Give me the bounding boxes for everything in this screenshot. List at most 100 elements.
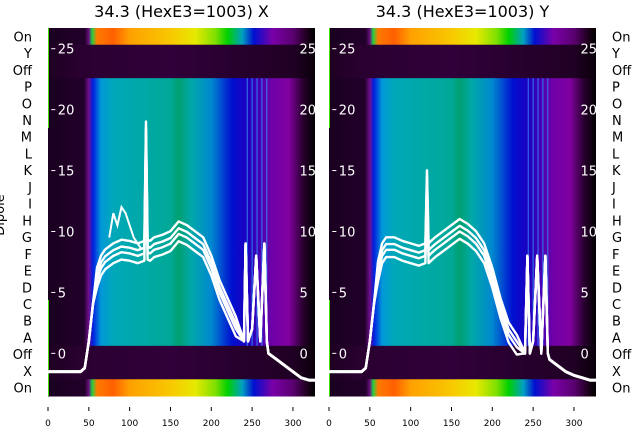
heatmap-row <box>329 245 596 263</box>
row-label: D <box>22 281 32 296</box>
heatmap-row <box>329 61 596 79</box>
heatmap-row <box>48 78 315 96</box>
overlay-y-tick-label: 20 <box>339 104 356 119</box>
row-label: O <box>22 97 32 112</box>
overlay-y-tick-label: 25 <box>339 43 356 58</box>
heatmap-row <box>48 178 315 196</box>
row-label: C <box>612 298 621 313</box>
heatmap-row <box>48 379 315 397</box>
row-label: Y <box>23 47 32 62</box>
heatmap-row <box>329 295 596 313</box>
overlay-y-tick-label: 0 <box>580 347 588 362</box>
heatmap-row <box>329 262 596 280</box>
heatmap-row <box>329 78 596 96</box>
row-label: E <box>612 265 620 280</box>
row-label: O <box>612 97 622 112</box>
row-label: On <box>14 30 32 45</box>
row-label: H <box>612 214 622 229</box>
row-label: H <box>22 214 32 229</box>
row-label: G <box>22 231 32 246</box>
heatmap-row <box>329 111 596 129</box>
heatmap-row <box>48 161 315 180</box>
heatmap-row <box>329 161 596 180</box>
heatmap-row <box>48 94 315 113</box>
heatmap-row <box>48 312 315 330</box>
overlay-y-tick-label: 20 <box>58 104 75 119</box>
heatmap-row <box>48 212 315 230</box>
row-label: P <box>612 81 620 96</box>
overlay-y-tick-label: 25 <box>299 43 316 58</box>
heatmap-row <box>48 145 315 163</box>
x-tick-label: 100 <box>402 419 419 429</box>
row-label: N <box>22 114 32 129</box>
heatmap-row <box>329 228 596 246</box>
heatmap-row <box>329 145 596 163</box>
x-tick-label: 300 <box>565 419 582 429</box>
overlay-y-tick-label: 15 <box>580 165 597 180</box>
overlay-y-tick-label: 0 <box>339 347 347 362</box>
heatmap-row <box>329 362 596 380</box>
row-label: D <box>612 281 622 296</box>
row-label: E <box>24 265 32 280</box>
x-tick-label: 250 <box>525 419 542 429</box>
overlay-y-tick-label: 25 <box>58 43 75 58</box>
row-label: A <box>23 331 32 346</box>
heatmap-row <box>48 195 315 213</box>
x-tick-label: 200 <box>484 419 501 429</box>
overlay-y-tick-label: 15 <box>339 165 356 180</box>
heatmap-row <box>329 28 596 46</box>
x-tick-label: 200 <box>203 419 220 429</box>
row-label: P <box>24 81 32 96</box>
overlay-y-tick-label: 5 <box>339 286 347 301</box>
row-label: X <box>23 365 32 380</box>
overlay-y-tick-label: 15 <box>58 165 75 180</box>
y-axis-label: Dipole <box>0 194 8 235</box>
row-label: J <box>611 181 616 196</box>
heatmap-row <box>329 44 596 62</box>
overlay-y-tick-label: 5 <box>580 286 588 301</box>
heatmap-row <box>48 262 315 280</box>
heatmap-row <box>48 345 315 364</box>
row-label: L <box>612 147 620 162</box>
row-label: Off <box>612 348 632 363</box>
row-label: F <box>612 248 619 263</box>
overlay-y-tick-label: 15 <box>299 165 316 180</box>
heatmap-row <box>48 111 315 129</box>
x-tick-label: 250 <box>244 419 261 429</box>
heatmap-row <box>329 278 596 297</box>
heatmap-row <box>329 94 596 113</box>
row-label: F <box>25 248 32 263</box>
overlay-line <box>329 169 596 382</box>
row-label: On <box>612 382 630 397</box>
heatmap-row <box>329 128 596 146</box>
row-label: B <box>612 315 621 330</box>
overlay-y-tick-label: 25 <box>580 43 597 58</box>
overlay-y-tick-label: 0 <box>299 347 307 362</box>
heatmap-row <box>329 195 596 213</box>
row-label: C <box>23 298 32 313</box>
row-label: J <box>27 181 32 196</box>
heatmap-row <box>48 44 315 62</box>
heatmap-row <box>48 278 315 297</box>
heatmap-row <box>48 28 315 46</box>
heatmap-row <box>48 61 315 79</box>
row-label: A <box>612 331 621 346</box>
overlay-y-tick-label: 10 <box>58 225 75 240</box>
overlay-y-tick-label: 10 <box>580 225 597 240</box>
x-tick-label: 100 <box>121 419 138 429</box>
overlay-line <box>48 120 315 382</box>
heatmap-row <box>48 128 315 146</box>
heatmap-row <box>48 362 315 380</box>
overlay-y-tick-label: 20 <box>580 104 597 119</box>
x-tick-label: 150 <box>162 419 179 429</box>
x-tick-label: 150 <box>443 419 460 429</box>
row-label: X <box>612 365 621 380</box>
overlay-y-tick-label: 5 <box>299 286 307 301</box>
chart-title: 34.3 (HexE3=1003) Y <box>376 2 550 21</box>
row-label: K <box>23 164 32 179</box>
x-tick-label: 50 <box>364 419 376 429</box>
x-tick-label: 50 <box>83 419 95 429</box>
